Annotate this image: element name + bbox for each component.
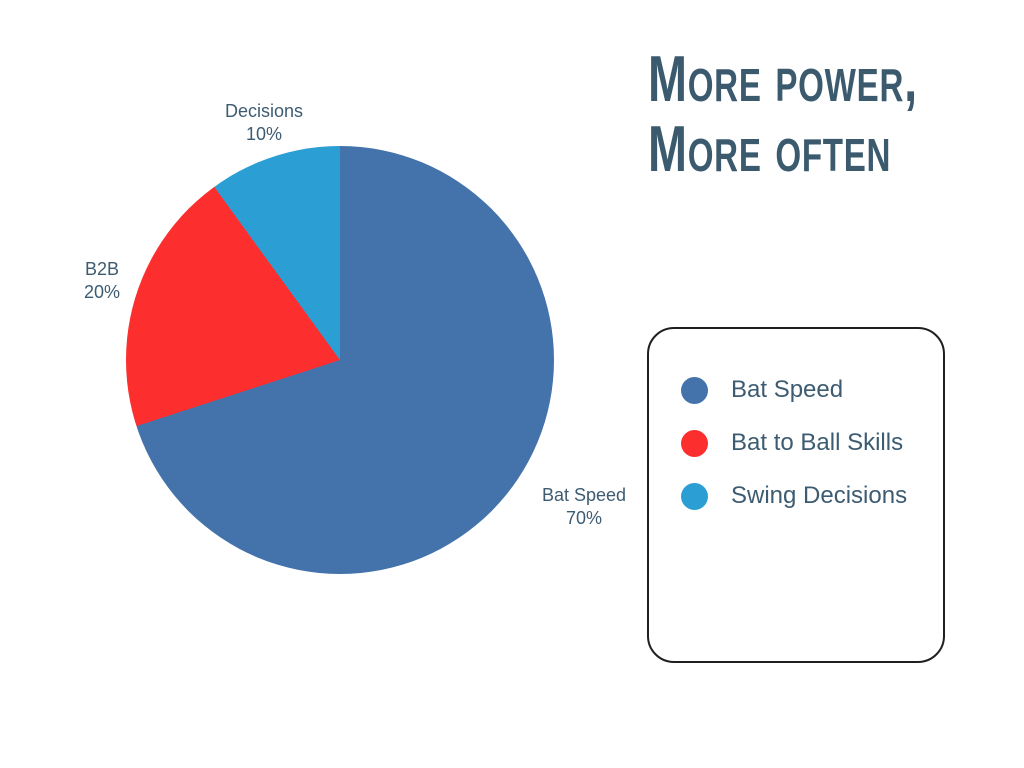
slice-label-bat-to-ball-percent: 20%	[83, 282, 121, 302]
slice-label-swing-decisions: Decisions 10%	[179, 100, 349, 146]
swing-decisions-swatch-icon	[681, 482, 708, 510]
bat-speed-swatch-icon	[681, 376, 708, 404]
legend: Bat Speed Bat to Ball Skills Swing Decis…	[647, 327, 945, 663]
slice-label-bat-speed: Bat Speed 70%	[499, 484, 669, 530]
slice-label-swing-decisions-percent: 10%	[245, 124, 283, 144]
slice-label-swing-decisions-name: Decisions	[224, 101, 304, 121]
slice-label-bat-to-ball: B2B 20%	[17, 258, 187, 304]
page-title-line-2: More often	[648, 112, 892, 185]
page-title-line-1: More power,	[648, 42, 918, 115]
slice-label-bat-speed-percent: 70%	[565, 508, 603, 528]
pie-chart	[126, 146, 554, 574]
legend-item-bat-to-ball: Bat to Ball Skills	[681, 429, 943, 457]
legend-item-bat-speed: Bat Speed	[681, 376, 943, 404]
legend-label-swing-decisions: Swing Decisions	[731, 482, 908, 509]
bat-to-ball-swatch-icon	[681, 429, 708, 457]
slice-label-bat-to-ball-name: B2B	[84, 259, 120, 279]
legend-item-swing-decisions: Swing Decisions	[681, 482, 943, 510]
legend-label-bat-speed: Bat Speed	[731, 376, 844, 403]
slice-label-bat-speed-name: Bat Speed	[541, 485, 627, 505]
legend-label-bat-to-ball: Bat to Ball Skills	[731, 429, 904, 456]
page-title: More power, More often	[648, 44, 918, 184]
